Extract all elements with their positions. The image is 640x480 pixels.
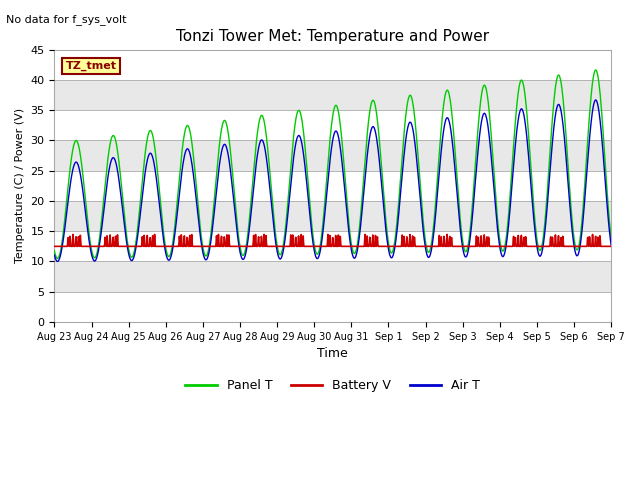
Title: Tonzi Tower Met: Temperature and Power: Tonzi Tower Met: Temperature and Power bbox=[176, 29, 490, 44]
Bar bbox=[54, 110, 611, 141]
Bar bbox=[54, 141, 611, 171]
Bar bbox=[54, 171, 611, 201]
Bar bbox=[54, 201, 611, 231]
X-axis label: Time: Time bbox=[317, 347, 348, 360]
Text: TZ_tmet: TZ_tmet bbox=[65, 61, 116, 71]
Bar bbox=[54, 262, 611, 292]
Bar bbox=[54, 80, 611, 110]
Bar bbox=[54, 50, 611, 80]
Text: No data for f_sys_volt: No data for f_sys_volt bbox=[6, 14, 127, 25]
Legend: Panel T, Battery V, Air T: Panel T, Battery V, Air T bbox=[180, 374, 485, 397]
Y-axis label: Temperature (C) / Power (V): Temperature (C) / Power (V) bbox=[15, 108, 25, 264]
Bar bbox=[54, 231, 611, 262]
Bar bbox=[54, 292, 611, 322]
